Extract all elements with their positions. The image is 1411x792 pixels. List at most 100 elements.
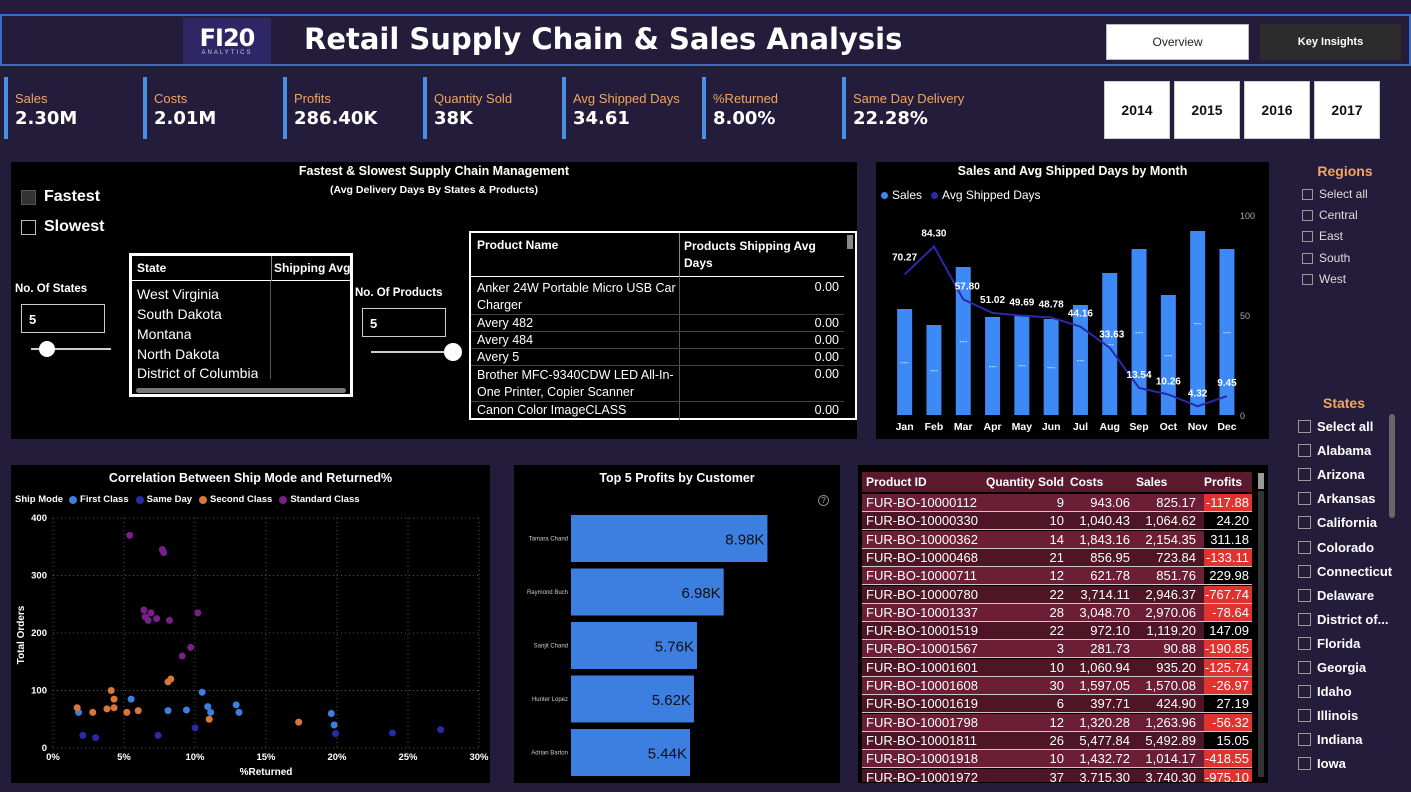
state-option[interactable]: Indiana [1298,732,1363,747]
product-name-column-header[interactable]: Product Name [477,238,559,252]
table-row[interactable]: FUR-BO-10000711 12 621.78 851.76 229.98 [862,567,1252,586]
checkbox[interactable] [1298,516,1311,530]
state-column-header[interactable]: State [137,261,167,275]
table-row[interactable]: FUR-BO-10000780 22 3,714.11 2,946.37 -767.74 [862,585,1252,604]
table-row[interactable]: FUR-BO-10001619 6 397.71 424.90 27.19 [862,695,1252,714]
checkbox[interactable] [1302,273,1313,285]
scatter-point[interactable] [73,704,81,712]
state-option[interactable]: Florida [1298,636,1360,651]
state-option[interactable]: Select all [1298,419,1373,434]
customer-bar[interactable] [571,729,690,776]
scatter-point[interactable] [140,606,148,614]
checkbox[interactable] [1302,188,1313,200]
state-table-scrollbar[interactable] [136,388,346,393]
state-option[interactable]: Illinois [1298,708,1358,723]
state-option[interactable]: Connecticut [1298,564,1392,579]
table-row[interactable]: FUR-BO-10001798 12 1,320.28 1,263.96 -56.32 [862,713,1252,732]
sales-bar[interactable] [985,317,1001,415]
states-slider-thumb[interactable] [39,341,55,357]
states-slider-track[interactable] [31,348,111,350]
table-row[interactable]: Avery 484 [477,333,534,347]
table-row[interactable]: FUR-BO-10001972 37 3,715.30 3,740.30 -975.10 [862,768,1252,782]
table-row[interactable]: FUR-BO-10000362 14 1,843.16 2,154.35 311.18 [862,530,1252,549]
states-scrollbar[interactable] [1389,414,1395,518]
state-option[interactable]: Idaho [1298,684,1352,699]
sales-bar[interactable] [1014,315,1030,415]
scatter-point[interactable] [126,531,134,539]
checkbox[interactable] [1298,420,1311,433]
table-row[interactable]: Montana [137,326,192,342]
checkbox[interactable] [1298,540,1311,554]
scatter-point[interactable] [123,708,131,716]
scatter-point[interactable] [194,609,202,617]
checkbox[interactable] [1302,252,1313,264]
scatter-point[interactable] [205,715,213,723]
scatter-point[interactable] [437,726,445,734]
costs-header[interactable]: Costs [1070,475,1104,489]
profits-header[interactable]: Profits [1204,475,1243,489]
scatter-point[interactable] [153,615,161,623]
sales-bar[interactable] [1131,249,1147,415]
checkbox[interactable] [1298,444,1311,458]
checkbox[interactable] [1298,468,1311,482]
scatter-point[interactable] [204,703,212,711]
scatter-point[interactable] [182,706,190,714]
year-button-2015[interactable]: 2015 [1174,81,1240,139]
customer-bar[interactable] [571,675,694,723]
table-row[interactable]: Avery 482 [477,316,534,330]
customer-bar[interactable] [571,568,724,616]
scatter-point[interactable] [134,707,142,715]
year-button-2016[interactable]: 2016 [1244,81,1310,139]
scatter-point[interactable] [187,643,195,651]
table-row[interactable]: FUR-BO-10000112 9 943.06 825.17 -117.88 [862,494,1252,512]
scatter-point[interactable] [79,731,87,739]
scatter-point[interactable] [127,695,135,703]
products-slider-track[interactable] [371,351,453,353]
checkbox[interactable] [1298,492,1311,506]
states-count-input[interactable]: 5 [21,304,105,333]
scatter-point[interactable] [164,707,172,715]
sales-bar[interactable] [1102,273,1118,415]
checkbox[interactable] [1298,564,1311,578]
shipping-days-column-header[interactable]: Products Shipping Avg Days [684,239,816,270]
region-option[interactable]: South [1302,251,1350,265]
table-row[interactable]: West Virginia [137,286,219,302]
table-row[interactable]: Avery 5 [477,350,520,364]
table-row[interactable]: FUR-BO-10001608 30 1,597.05 1,570.08 -26.97 [862,677,1252,695]
table-row[interactable]: North Dakota [137,346,220,362]
table-row[interactable]: Canon Color ImageCLASS [477,403,627,417]
state-option[interactable]: Arkansas [1298,491,1376,506]
checkbox[interactable] [1298,588,1311,602]
scatter-point[interactable] [330,721,338,729]
checkbox[interactable] [1298,757,1311,771]
products-count-input[interactable]: 5 [362,308,446,337]
customer-bar[interactable] [571,515,768,562]
sales-bar[interactable] [897,309,913,415]
table-row[interactable]: FUR-BO-10001918 10 1,432.72 1,014.17 -418.55 [862,750,1252,769]
scatter-point[interactable] [332,730,340,738]
checkbox[interactable] [1298,733,1311,747]
sales-bar[interactable] [955,267,971,415]
key-insights-button[interactable]: Key Insights [1260,24,1401,60]
region-option[interactable]: East [1302,229,1343,243]
scatter-point[interactable] [144,616,152,624]
scatter-point[interactable] [89,708,97,716]
slowest-checkbox[interactable] [21,219,36,235]
scatter-point[interactable] [110,695,118,703]
product-table-scrollbar[interactable] [847,235,853,249]
scatter-point[interactable] [178,652,186,660]
checkbox[interactable] [1298,612,1311,626]
products-slider-thumb[interactable] [444,343,462,361]
sales-bar[interactable] [1072,305,1088,415]
year-button-2017[interactable]: 2017 [1314,81,1380,139]
table-row[interactable]: South Dakota [137,306,222,322]
region-option[interactable]: West [1302,272,1346,286]
scatter-point[interactable] [232,701,240,709]
table-row[interactable]: Anker 24W Portable Micro USB Car Charger [477,281,676,312]
scatter-point[interactable] [198,688,206,696]
sales-bar[interactable] [1190,231,1206,415]
state-option[interactable]: Alabama [1298,443,1371,458]
state-option[interactable]: Colorado [1298,540,1374,555]
state-option[interactable]: Arizona [1298,467,1365,482]
quantity-header[interactable]: Quantity Sold [986,475,1064,489]
